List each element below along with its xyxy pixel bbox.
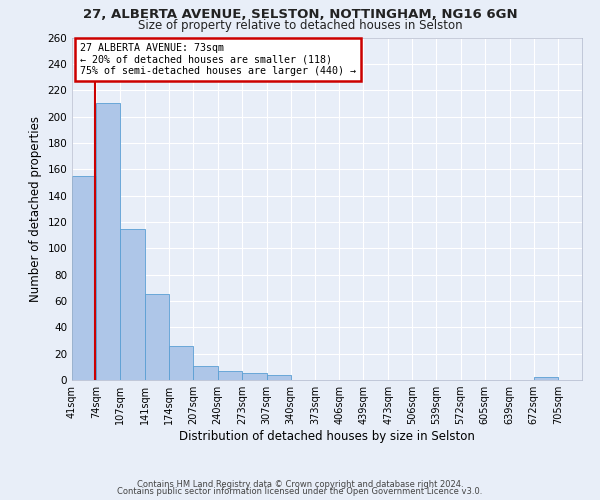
Bar — [534, 378, 558, 380]
Text: 27, ALBERTA AVENUE, SELSTON, NOTTINGHAM, NG16 6GN: 27, ALBERTA AVENUE, SELSTON, NOTTINGHAM,… — [83, 8, 517, 20]
Bar — [266, 374, 291, 380]
Y-axis label: Number of detached properties: Number of detached properties — [29, 116, 42, 302]
Text: Size of property relative to detached houses in Selston: Size of property relative to detached ho… — [137, 19, 463, 32]
Text: Contains public sector information licensed under the Open Government Licence v3: Contains public sector information licen… — [118, 488, 482, 496]
Bar — [96, 104, 120, 380]
Text: Contains HM Land Registry data © Crown copyright and database right 2024.: Contains HM Land Registry data © Crown c… — [137, 480, 463, 489]
Bar — [193, 366, 218, 380]
Bar — [120, 228, 145, 380]
Bar — [169, 346, 193, 380]
Text: 27 ALBERTA AVENUE: 73sqm
← 20% of detached houses are smaller (118)
75% of semi-: 27 ALBERTA AVENUE: 73sqm ← 20% of detach… — [80, 42, 356, 76]
Bar — [145, 294, 169, 380]
Bar — [242, 374, 266, 380]
Bar — [72, 176, 96, 380]
Bar — [218, 371, 242, 380]
X-axis label: Distribution of detached houses by size in Selston: Distribution of detached houses by size … — [179, 430, 475, 443]
